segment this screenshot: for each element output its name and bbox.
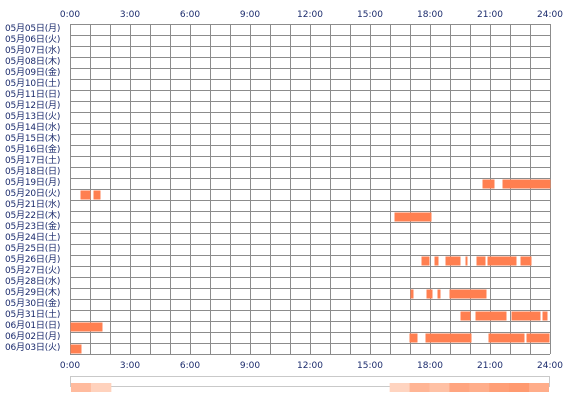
activity-bar	[475, 311, 507, 321]
top-axis-tick-label: 24:00	[537, 10, 563, 20]
date-row-label: 06月03日(火)	[5, 343, 61, 353]
activity-summary-strip	[70, 376, 550, 392]
activity-bar	[394, 212, 432, 222]
bottom-axis-tick-label: 18:00	[417, 361, 443, 371]
activity-bar	[70, 344, 82, 354]
activity-bar	[93, 190, 101, 200]
activity-bar	[502, 179, 551, 189]
date-row-label: 05月12日(月)	[5, 101, 61, 111]
date-row-label: 05月28日(水)	[5, 277, 61, 287]
summary-cell	[489, 383, 510, 392]
date-row-label: 06月01日(日)	[5, 321, 61, 331]
activity-bar	[520, 256, 532, 266]
activity-bar	[70, 322, 103, 332]
activity-bar	[465, 256, 468, 266]
bottom-axis-tick-label: 24:00	[537, 361, 563, 371]
top-axis-tick-label: 3:00	[119, 10, 141, 20]
top-axis-tick-label: 9:00	[239, 10, 261, 20]
summary-cell	[509, 383, 530, 392]
date-row-label: 05月22日(木)	[5, 211, 61, 221]
date-row-label: 05月25日(日)	[5, 244, 61, 254]
activity-bar	[426, 289, 433, 299]
activity-bar	[511, 311, 541, 321]
date-row-label: 05月11日(日)	[5, 90, 61, 100]
summary-cell	[409, 383, 430, 392]
activity-bar	[460, 311, 471, 321]
activity-bar	[449, 289, 487, 299]
top-axis-tick-label: 6:00	[179, 10, 201, 20]
activity-bar	[488, 333, 525, 343]
date-row-label: 05月17日(土)	[5, 156, 61, 166]
date-row-label: 05月24日(土)	[5, 233, 61, 243]
activity-bar	[476, 256, 486, 266]
top-axis-tick-label: 21:00	[477, 10, 503, 20]
bottom-axis-tick-label: 0:00	[59, 361, 81, 371]
date-row-label: 05月20日(火)	[5, 189, 61, 199]
bottom-time-axis: 0:00 3:00 6:00 9:00 12:00 15:00 18:00 21:00 24:0…	[0, 360, 570, 372]
activity-bar	[80, 190, 91, 200]
activity-bar	[542, 311, 548, 321]
grid-lines	[70, 24, 551, 355]
activity-bar	[487, 256, 517, 266]
summary-cell	[90, 383, 112, 392]
date-row-label: 05月23日(金)	[5, 222, 61, 232]
activity-bar	[421, 256, 430, 266]
date-row-label: 05月15日(木)	[5, 134, 61, 144]
bottom-axis-tick-label: 3:00	[119, 361, 141, 371]
summary-cell	[389, 383, 411, 392]
date-row-label: 05月19日(月)	[5, 178, 61, 188]
activity-bar	[445, 256, 461, 266]
top-axis-tick-label: 0:00	[59, 10, 81, 20]
activity-bars	[70, 179, 551, 354]
date-row-label: 05月08日(木)	[5, 57, 61, 67]
activity-bar	[409, 333, 418, 343]
activity-bar	[526, 333, 550, 343]
activity-bar	[437, 289, 441, 299]
bottom-axis-tick-label: 21:00	[477, 361, 503, 371]
activity-bar	[434, 256, 439, 266]
top-time-axis: 0:00 3:00 6:00 9:00 12:00 15:00 18:00 21:00 24:0…	[0, 9, 570, 21]
top-axis-tick-label: 15:00	[357, 10, 383, 20]
bottom-axis-tick-label: 9:00	[239, 361, 261, 371]
date-row-label: 05月26日(月)	[5, 255, 61, 265]
date-row-label: 05月16日(金)	[5, 145, 61, 155]
bottom-axis-tick-label: 15:00	[357, 361, 383, 371]
date-row-label: 05月05日(月)	[5, 24, 61, 34]
date-row-label: 05月09日(金)	[5, 68, 61, 78]
date-row-label: 05月21日(水)	[5, 200, 61, 210]
top-axis-tick-label: 18:00	[417, 10, 443, 20]
bottom-axis-tick-label: 12:00	[297, 361, 323, 371]
date-row-label: 05月10日(土)	[5, 79, 61, 89]
date-row-label: 05月06日(火)	[5, 35, 61, 45]
summary-cell	[71, 383, 92, 392]
date-row-label: 05月27日(火)	[5, 266, 61, 276]
top-axis-tick-label: 12:00	[297, 10, 323, 20]
date-row-label: 05月30日(金)	[5, 299, 61, 309]
summary-cell	[429, 383, 450, 392]
date-row-label: 05月14日(水)	[5, 123, 61, 133]
date-row-label: 05月31日(土)	[5, 310, 61, 320]
date-row-label: 05月13日(火)	[5, 112, 61, 122]
summary-heat-strip	[71, 383, 550, 392]
activity-bar	[425, 333, 472, 343]
summary-cell	[449, 383, 470, 392]
summary-cell	[469, 383, 490, 392]
date-row-label: 05月29日(木)	[5, 288, 61, 298]
bottom-axis-tick-label: 6:00	[179, 361, 201, 371]
summary-cell	[529, 383, 550, 392]
date-row-label: 05月18日(日)	[5, 167, 61, 177]
date-row-label: 06月02日(月)	[5, 332, 61, 342]
date-row-labels: 05月05日(月) 05月06日(火) 05月07日(水) 05月08日(木) 05月0…	[0, 0, 70, 400]
activity-bar	[410, 289, 414, 299]
activity-bar	[482, 179, 495, 189]
date-row-label: 05月07日(水)	[5, 46, 61, 56]
